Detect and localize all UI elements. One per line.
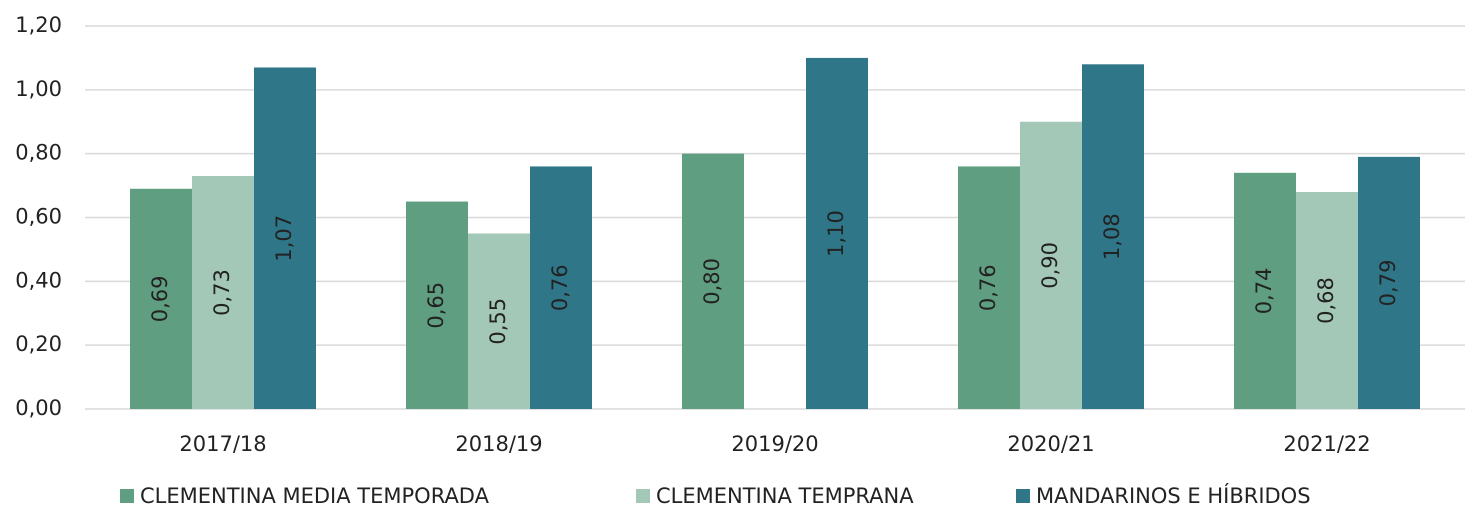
legend-label: CLEMENTINA TEMPRANA	[656, 484, 914, 508]
legend-label: CLEMENTINA MEDIA TEMPORADA	[140, 484, 490, 508]
value-label: 0,69	[148, 276, 172, 323]
value-label: 0,76	[976, 264, 1000, 311]
bar	[806, 57, 868, 410]
legend-label: MANDARINOS E HÍBRIDOS	[1036, 483, 1311, 508]
x-tick-label: 2021/22	[1283, 432, 1370, 456]
bar	[1082, 64, 1144, 410]
bar	[682, 153, 744, 409]
bar	[1358, 156, 1420, 409]
value-label: 0,68	[1314, 277, 1338, 324]
bar	[192, 176, 254, 409]
y-tick-label: 0,00	[15, 396, 62, 420]
value-label: 1,10	[824, 210, 848, 257]
x-tick-label: 2019/20	[731, 432, 818, 456]
value-label: 1,08	[1100, 213, 1124, 260]
y-tick-label: 1,00	[15, 77, 62, 101]
bar	[1296, 191, 1358, 409]
value-label: 0,79	[1376, 260, 1400, 307]
x-tick-label: 2018/19	[455, 432, 542, 456]
value-label: 0,90	[1038, 242, 1062, 289]
bar	[530, 166, 592, 409]
bar	[254, 67, 316, 409]
value-label: 0,74	[1252, 268, 1276, 315]
value-label: 0,55	[486, 298, 510, 345]
bar	[406, 201, 468, 409]
legend-swatch	[636, 489, 650, 503]
bar	[1234, 172, 1296, 409]
x-tick-label: 2020/21	[1007, 432, 1094, 456]
value-label: 0,76	[548, 264, 572, 311]
legend-swatch	[120, 489, 134, 503]
y-tick-label: 0,20	[15, 332, 62, 356]
bar	[130, 188, 192, 409]
x-tick-label: 2017/18	[179, 432, 266, 456]
y-tick-label: 1,20	[15, 13, 62, 37]
value-label: 0,65	[424, 282, 448, 329]
y-tick-label: 0,40	[15, 268, 62, 292]
value-label: 0,73	[210, 269, 234, 316]
legend-swatch	[1016, 489, 1030, 503]
bar	[958, 166, 1020, 409]
y-tick-label: 0,80	[15, 141, 62, 165]
y-tick-label: 0,60	[15, 205, 62, 229]
value-label: 0,80	[700, 258, 724, 305]
bar	[468, 233, 530, 409]
bar	[1020, 121, 1082, 409]
value-label: 1,07	[272, 215, 296, 262]
